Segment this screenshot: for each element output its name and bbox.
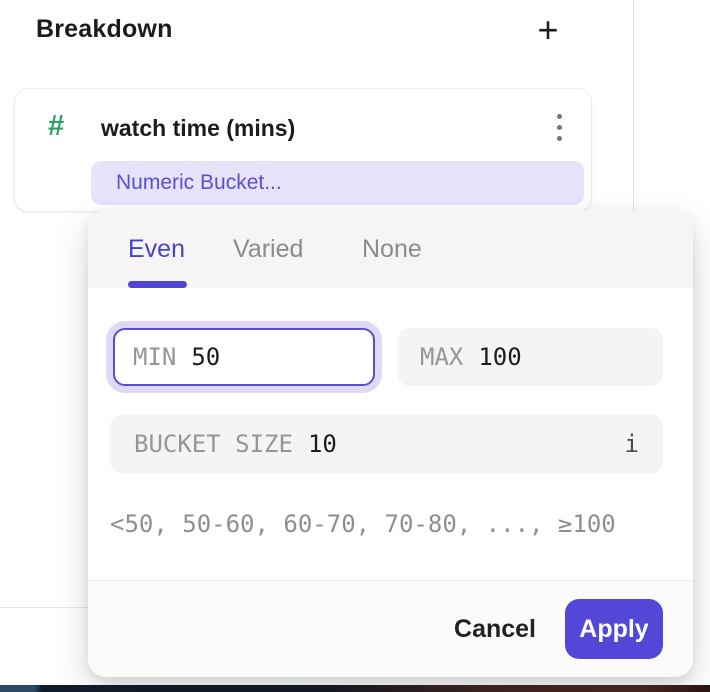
max-label: MAX (420, 343, 464, 371)
background-chart-strip (0, 685, 710, 692)
bucket-size-input[interactable]: BUCKET SIZE 10 i (110, 415, 663, 473)
bucket-size-value: 10 (307, 430, 337, 458)
add-breakdown-button[interactable]: + (525, 7, 571, 53)
max-value: 100 (478, 343, 522, 371)
min-value: 50 (191, 343, 221, 371)
cancel-button[interactable]: Cancel (454, 614, 536, 643)
breakdown-field-card: # watch time (mins) Numeric Bucket... (14, 88, 592, 212)
left-section-divider (0, 607, 97, 608)
field-title: watch time (mins) (101, 115, 296, 141)
max-input[interactable]: MAX 100 (398, 328, 663, 386)
info-icon[interactable]: i (624, 430, 639, 458)
numeric-bucket-dialog: Even Varied None MIN 50 MAX 100 BUCKET S… (88, 210, 693, 677)
min-input[interactable]: MIN 50 (113, 328, 375, 386)
bucket-size-label: BUCKET SIZE (134, 430, 293, 458)
dialog-footer: Cancel Apply (88, 580, 693, 677)
tab-varied[interactable]: Varied (233, 235, 304, 263)
tab-even[interactable]: Even (128, 235, 185, 263)
min-label: MIN (133, 343, 177, 371)
bucket-preview-text: <50, 50-60, 60-70, 70-80, ..., ≥100 (110, 510, 616, 538)
tab-none[interactable]: None (362, 235, 422, 263)
bucket-mode-tabs: Even Varied None (88, 210, 693, 288)
kebab-menu-icon (556, 113, 562, 141)
panel-vertical-divider (633, 0, 634, 213)
numeric-bucket-pill[interactable]: Numeric Bucket... (91, 161, 584, 205)
numeric-type-icon: # (48, 110, 65, 142)
page-title: Breakdown (36, 15, 173, 43)
plus-icon: + (537, 9, 559, 50)
apply-button[interactable]: Apply (565, 599, 663, 659)
card-menu-button[interactable] (537, 103, 581, 151)
active-tab-indicator (128, 281, 187, 288)
numeric-bucket-label: Numeric Bucket... (116, 171, 282, 194)
